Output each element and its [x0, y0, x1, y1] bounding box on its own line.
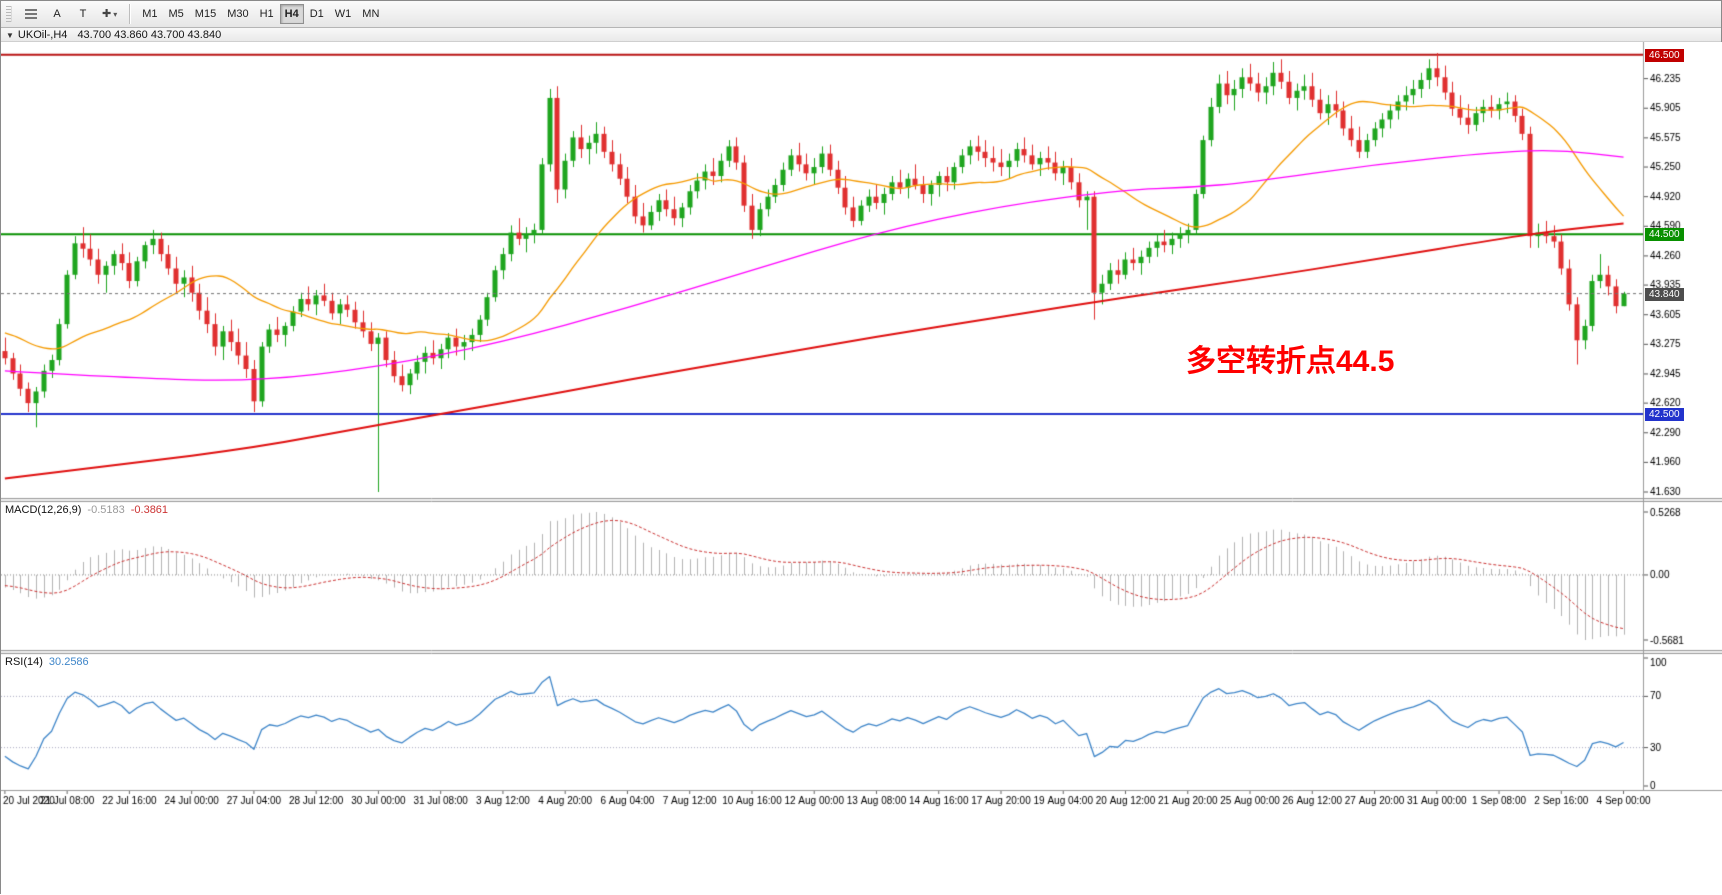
- timeframe-button-h4[interactable]: H4: [279, 4, 304, 24]
- timeframe-button-m5[interactable]: M5: [164, 4, 189, 24]
- chart-menu-triangle-icon[interactable]: ▼: [6, 31, 14, 40]
- price-badge-46.500: 46.500: [1645, 48, 1684, 62]
- macd-indicator-label-row: MACD(12,26,9) -0.5183 -0.3861: [5, 504, 168, 516]
- macd-main-value: -0.5183: [87, 504, 125, 516]
- text-tool-button[interactable]: T: [71, 4, 95, 24]
- price-badge-44.500: 44.500: [1645, 228, 1684, 242]
- chart-title-ohlc: 43.700 43.860 43.700 43.840: [77, 29, 222, 41]
- toolbar-grip-handle[interactable]: [6, 6, 12, 22]
- dropdown-arrow-icon: ▾: [113, 9, 118, 19]
- toolbar: A T ✚ ▾ M1 M5 M15 M30 H1 H4 D1 W1 MN: [1, 1, 1721, 28]
- rsi-value: 30.2586: [48, 656, 89, 668]
- price-badge-42.500: 42.500: [1645, 407, 1684, 421]
- macd-label: MACD(12,26,9): [5, 504, 82, 516]
- macd-signal-value: -0.3861: [130, 504, 169, 516]
- chart-text-annotation[interactable]: 多空转折点44.5: [1186, 345, 1395, 378]
- panel-divider-macd[interactable]: [1, 498, 1721, 502]
- chart-title-symbol: UKOil-,H4: [17, 29, 68, 41]
- timeframe-button-m15[interactable]: M15: [190, 4, 221, 24]
- timeframe-button-m30[interactable]: M30: [222, 4, 253, 24]
- price-badge-43.840: 43.840: [1645, 287, 1684, 301]
- panel-divider-rsi[interactable]: [1, 650, 1721, 654]
- crosshair-tool-button[interactable]: ✚ ▾: [97, 4, 122, 24]
- timeframe-button-mn[interactable]: MN: [357, 4, 384, 24]
- price-chart-canvas[interactable]: [1, 42, 1722, 895]
- timeframe-button-m1[interactable]: M1: [137, 4, 162, 24]
- chart-lines-tool-button[interactable]: [19, 4, 43, 24]
- timeframe-toolbar: M1 M5 M15 M30 H1 H4 D1 W1 MN: [137, 4, 384, 24]
- arrow-label-tool-button[interactable]: A: [45, 4, 69, 24]
- timeframe-button-w1[interactable]: W1: [330, 4, 357, 24]
- lines-icon: [25, 9, 37, 11]
- crosshair-icon: ✚: [102, 7, 112, 20]
- toolbar-separator: [129, 4, 131, 24]
- chart-area: MACD(12,26,9) -0.5183 -0.3861 RSI(14) 30.25…: [1, 42, 1722, 895]
- timeframe-button-h1[interactable]: H1: [255, 4, 279, 24]
- chart-titlebar: ▼ UKOil-,H4 43.700 43.860 43.700 43.840: [1, 28, 1721, 42]
- timeframe-button-d1[interactable]: D1: [305, 4, 329, 24]
- rsi-indicator-label-row: RSI(14) 30.2586: [5, 656, 89, 668]
- rsi-label: RSI(14): [5, 656, 43, 668]
